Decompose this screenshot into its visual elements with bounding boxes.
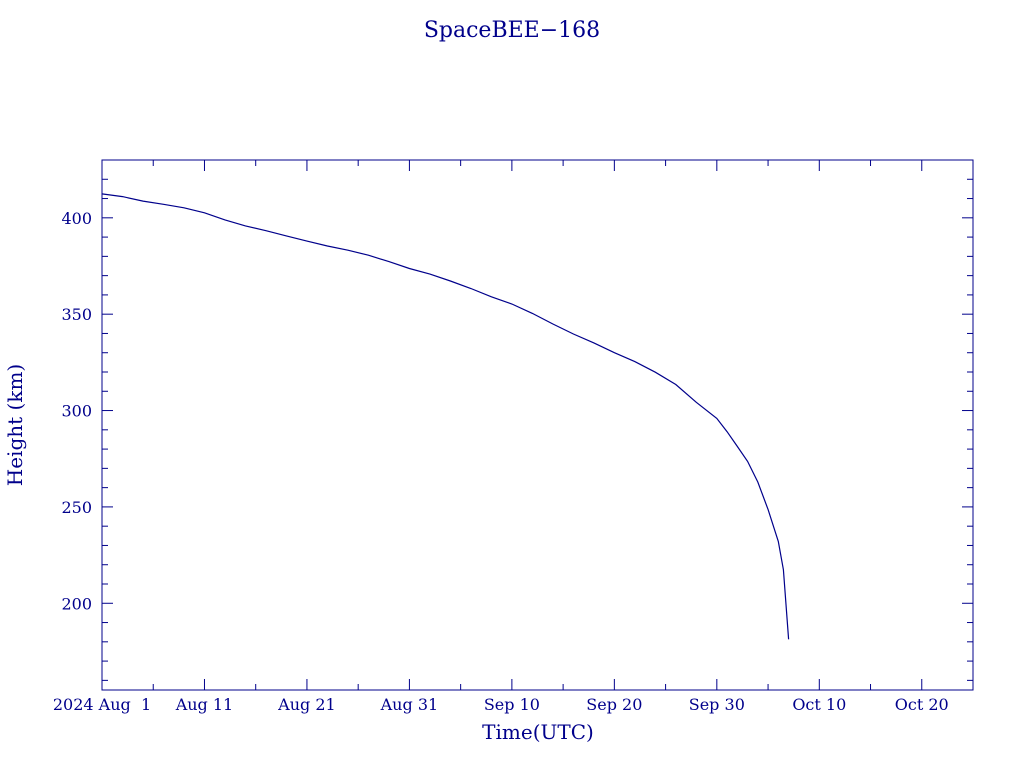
x-tick-label: Oct 10 xyxy=(792,695,846,714)
y-axis-label: Height (km) xyxy=(3,364,27,486)
x-tick-label: Sep 20 xyxy=(586,695,642,714)
y-tick-label: 200 xyxy=(61,594,92,613)
y-tick-label: 250 xyxy=(61,498,92,517)
y-axis: 200 250 300 350 400 xyxy=(61,159,973,681)
height-series-line xyxy=(101,193,790,640)
plot-frame xyxy=(101,159,974,691)
y-tick-label: 300 xyxy=(61,402,92,421)
x-tick-label: Oct 20 xyxy=(895,695,949,714)
x-tick-label: Aug 11 xyxy=(175,695,234,714)
x-axis: 2024 Aug 1 Aug 11 Aug 21 Aug 31 Sep 10 Sep 20… xyxy=(53,160,974,714)
x-tick-label: Aug 21 xyxy=(277,695,336,714)
y-tick-label: 400 xyxy=(61,209,92,228)
y-tick-label: 350 xyxy=(61,305,92,324)
x-tick-label: Sep 30 xyxy=(689,695,745,714)
chart-title: SpaceBEE−168 xyxy=(424,18,600,43)
x-tick-label: Aug 31 xyxy=(380,695,439,714)
x-tick-label: Sep 10 xyxy=(484,695,540,714)
x-axis-label: Time(UTC) xyxy=(482,720,594,744)
x-tick-label: 2024 Aug 1 xyxy=(53,695,151,714)
